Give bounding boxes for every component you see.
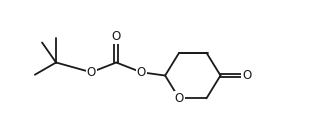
Text: O: O [175,92,184,105]
Text: O: O [112,30,121,43]
Text: O: O [242,69,251,82]
Text: O: O [87,66,96,79]
Text: O: O [137,66,146,79]
